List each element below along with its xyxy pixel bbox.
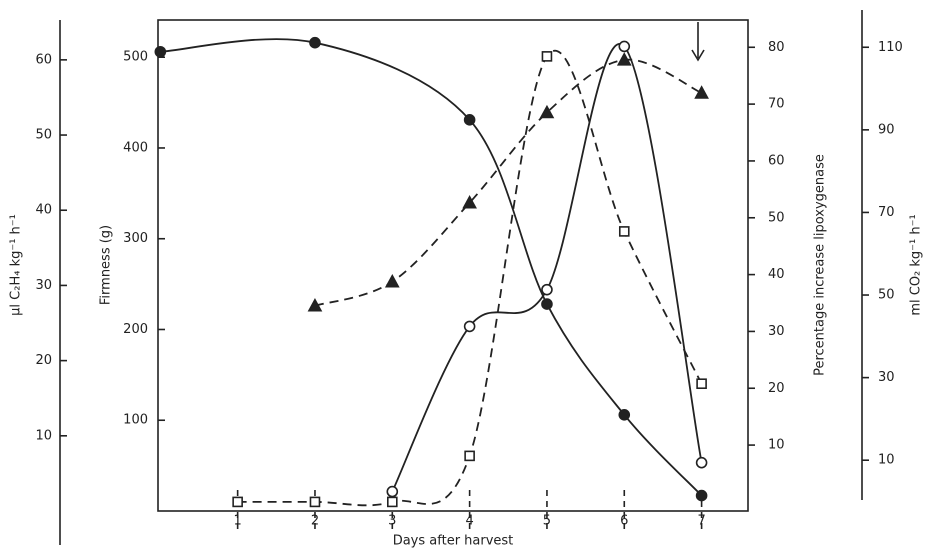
point	[696, 378, 707, 390]
y3-tick-label: 10	[35, 428, 52, 443]
point	[464, 450, 475, 462]
point	[616, 52, 632, 66]
y3-tick-label: 60	[35, 52, 52, 67]
point	[463, 114, 476, 126]
y4-tick-label: 50	[878, 288, 895, 303]
plot-frame	[157, 19, 749, 512]
point	[307, 298, 323, 312]
x-tick-label: 6	[620, 514, 628, 529]
y2-tick-label: 50	[768, 210, 785, 225]
point	[618, 408, 631, 421]
y-axis-label: Firmness (g)	[99, 225, 114, 305]
point	[541, 51, 553, 62]
point	[384, 273, 400, 288]
y2-tick-label: 80	[768, 40, 785, 55]
y4-tick-label: 10	[878, 453, 895, 468]
point	[695, 489, 708, 502]
y2-tick-label: 60	[768, 153, 785, 168]
y4-tick-label: 30	[878, 370, 895, 385]
point	[386, 496, 398, 508]
x-tick-label: 3	[388, 514, 396, 529]
y-tick-label: 200	[123, 322, 148, 337]
y4-tick-label: 90	[878, 122, 895, 137]
y3-tick-label: 30	[35, 278, 52, 293]
point	[463, 320, 476, 333]
point	[694, 85, 709, 99]
y2-tick-label: 70	[768, 97, 785, 112]
y-tick-label: 300	[123, 231, 148, 246]
y-tick-label: 500	[123, 50, 148, 65]
point	[154, 45, 167, 58]
point	[462, 195, 477, 209]
series-line	[314, 58, 702, 307]
y3-axis-label: μl C₂H₄ kg⁻¹ h⁻¹	[9, 214, 24, 316]
point	[541, 283, 553, 296]
point	[539, 104, 555, 119]
y3-tick-label: 40	[35, 203, 52, 218]
x-tick-label: 7	[697, 514, 705, 529]
series-line	[160, 38, 703, 497]
point	[309, 496, 321, 508]
x-tick-label: 4	[465, 514, 473, 529]
y4-axis-label: ml CO₂ kg⁻¹ h⁻¹	[909, 214, 924, 315]
x-tick-label: 2	[311, 514, 319, 529]
y2-tick-label: 30	[768, 324, 785, 339]
y4-tick-label: 70	[878, 205, 895, 220]
y2-tick-label: 10	[768, 438, 785, 453]
series-line	[391, 43, 703, 492]
point	[618, 40, 631, 53]
x-axis-label: Days after harvest	[393, 534, 514, 549]
y3-tick-label: 50	[35, 128, 52, 143]
x-tick-label: 1	[234, 514, 242, 529]
x-tick-label: 5	[543, 514, 551, 529]
y2-tick-label: 20	[768, 381, 785, 396]
point	[386, 485, 399, 498]
y2-axis-label: Percentage increase lipoxygenase	[813, 154, 828, 376]
point	[541, 298, 553, 310]
point	[309, 36, 321, 49]
point	[618, 226, 630, 237]
point	[232, 496, 243, 508]
point	[695, 456, 708, 469]
y4-tick-label: 110	[878, 40, 903, 55]
y-tick-label: 400	[123, 140, 148, 155]
y3-tick-label: 20	[35, 353, 52, 368]
arrow-head	[691, 49, 705, 62]
y-tick-label: 100	[123, 413, 148, 428]
y2-tick-label: 40	[768, 267, 785, 282]
